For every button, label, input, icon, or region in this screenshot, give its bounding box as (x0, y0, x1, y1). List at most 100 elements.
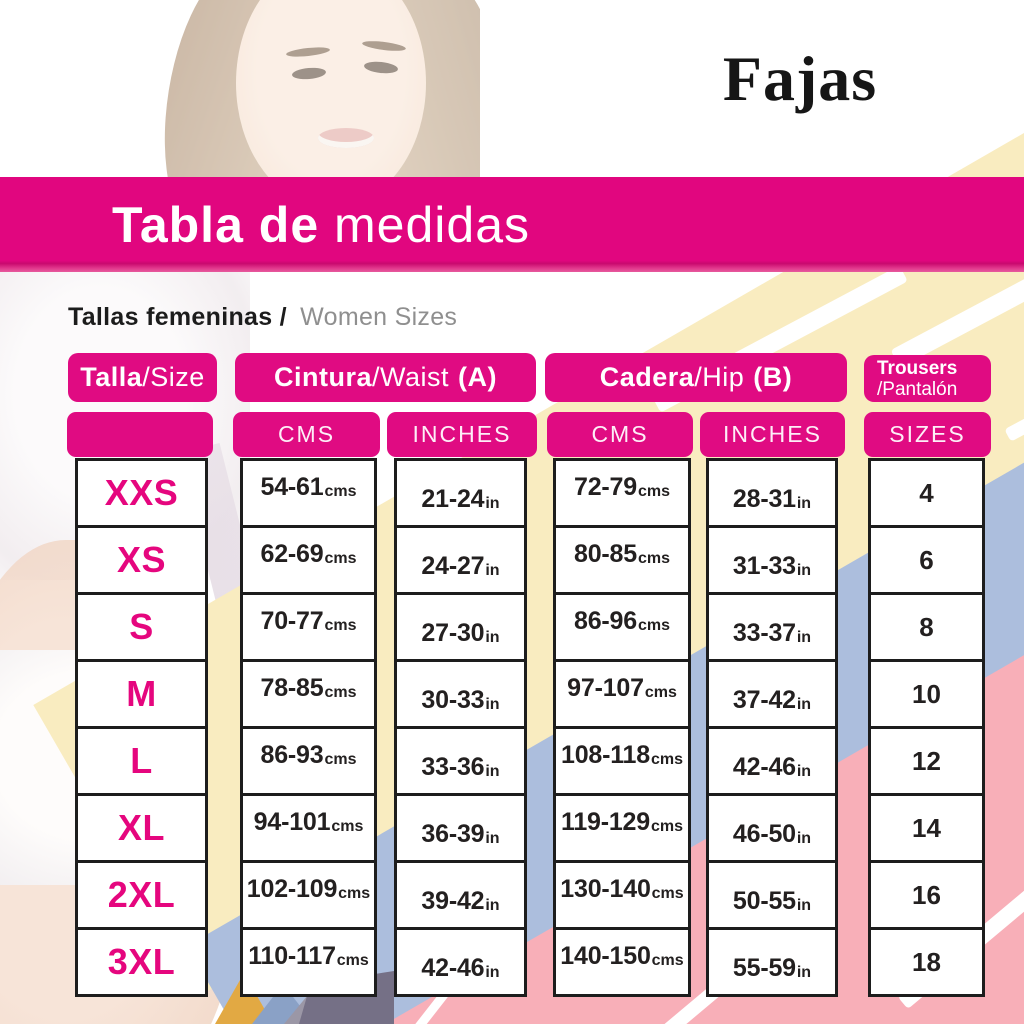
column-trouser-sizes: 4 6 8 10 12 14 16 18 (868, 458, 985, 997)
waist-inches-cell: 39-42 in (394, 863, 527, 930)
trouser-size-cell: 6 (868, 528, 985, 595)
hip-inches-cell: 37-42 in (706, 662, 838, 729)
hip-inches-cell: 46-50 in (706, 796, 838, 863)
waist-cms-cell: 54-61 cms (240, 458, 377, 528)
header-trousers-line2: /Pantalón (877, 378, 958, 400)
hip-inches-cell: 42-46 in (706, 729, 838, 796)
waist-cms-cell: 110-117 cms (240, 930, 377, 997)
unit-cms: cms (637, 616, 670, 634)
subtitle-spanish: Tallas femeninas / (68, 303, 287, 331)
trouser-size-cell: 14 (868, 796, 985, 863)
size-label: L (130, 740, 153, 781)
header-hip: Cadera /Hip (B) (545, 353, 847, 402)
hip-cms-cell: 108-118 cms (553, 729, 691, 796)
waist-inches-cell: 21-24 in (394, 458, 527, 528)
waist-cms-cell: 78-85 cms (240, 662, 377, 729)
unit-cms: cms (324, 750, 357, 768)
hip-inches-cell: 33-37 in (706, 595, 838, 662)
header-size-bold: Talla (80, 362, 143, 392)
subheader-waist-cms: CMS (233, 412, 380, 457)
subheader-hip-cms: CMS (547, 412, 693, 457)
unit-in: in (485, 494, 500, 512)
column-waist-cms: 54-61 cms 62-69 cms 70-77 cms 78-85 cms 86-9… (240, 458, 377, 997)
hip-inches-cell: 31-33 in (706, 528, 838, 595)
size-label: 2XL (107, 874, 176, 915)
trouser-size-cell: 4 (868, 458, 985, 528)
header-hip-light: /Hip (694, 362, 745, 392)
page-title: Tabla de medidas (112, 197, 530, 253)
hip-inches-cell: 50-55 in (706, 863, 838, 930)
page-title-bold: Tabla de (112, 197, 320, 253)
column-size: XXS XS S M L XL 2XL 3XL (75, 458, 208, 997)
unit-cms: cms (637, 482, 670, 500)
hip-cms-cell: 140-150 cms (553, 930, 691, 997)
column-hip-cms: 72-79 cms 80-85 cms 86-96 cms 97-107 cms 108… (553, 458, 691, 997)
page-title-light: medidas (334, 197, 531, 253)
size-label: 3XL (107, 941, 176, 982)
waist-inches-cell: 24-27 in (394, 528, 527, 595)
hip-cms-cell: 97-107 cms (553, 662, 691, 729)
waist-cms-cell: 62-69 cms (240, 528, 377, 595)
header-size-light: /Size (142, 362, 205, 392)
hip-inches-cell: 55-59 in (706, 930, 838, 997)
hip-cms-cell: 119-129 cms (553, 796, 691, 863)
unit-in: in (485, 963, 500, 981)
size-label: S (129, 606, 154, 647)
model-photo-face (140, 0, 480, 178)
unit-in: in (485, 896, 500, 914)
size-cell: L (75, 729, 208, 796)
unit-in: in (485, 561, 500, 579)
header-waist-bold: Cintura (274, 362, 372, 392)
unit-in: in (485, 695, 500, 713)
unit-in: in (796, 695, 812, 713)
subheader-waist-inches: INCHES (387, 412, 537, 457)
unit-cms: cms (650, 750, 683, 768)
header-waist-light: /Waist (372, 362, 449, 392)
unit-in: in (796, 628, 812, 646)
header-trousers: Trousers /Pantalón (864, 355, 991, 402)
waist-cms-cell: 86-93 cms (240, 729, 377, 796)
trouser-size-cell: 12 (868, 729, 985, 796)
unit-in: in (485, 762, 500, 780)
brand-logo: Fajas (722, 43, 878, 114)
size-cell: S (75, 595, 208, 662)
unit-in: in (485, 628, 500, 646)
hip-cms-cell: 80-85 cms (553, 528, 691, 595)
size-cell: XL (75, 796, 208, 863)
header-trousers-line1: Trousers (877, 357, 958, 379)
column-hip-inches: 28-31 in 31-33 in 33-37 in 37-42 in 42-46 in … (706, 458, 838, 997)
unit-in: in (796, 494, 812, 512)
waist-cms-cell: 102-109 cms (240, 863, 377, 930)
unit-cms: cms (651, 951, 684, 969)
waist-cms-cell: 94-101 cms (240, 796, 377, 863)
title-banner: Tabla de medidas (0, 177, 1024, 272)
size-label: M (126, 673, 157, 714)
unit-cms: cms (324, 683, 357, 701)
size-label: XS (116, 539, 167, 580)
unit-in: in (796, 762, 812, 780)
size-cell: XXS (75, 458, 208, 528)
header-hip-bold: Cadera (599, 362, 695, 392)
face-shape (236, 0, 426, 178)
subheader-trouser-sizes: SIZES (864, 412, 991, 457)
unit-cms: cms (651, 884, 684, 902)
unit-in: in (796, 561, 812, 579)
size-label: XL (117, 807, 165, 848)
header-hip-tag: (B) (753, 362, 793, 392)
trouser-size-cell: 10 (868, 662, 985, 729)
subheader-blank (67, 412, 213, 457)
waist-inches-cell: 36-39 in (394, 796, 527, 863)
unit-cms: cms (324, 549, 357, 567)
unit-in: in (796, 829, 812, 847)
header-waist-tag: (A) (458, 362, 497, 392)
size-cell: 2XL (75, 863, 208, 930)
unit-cms: cms (338, 884, 371, 902)
size-cell: XS (75, 528, 208, 595)
waist-inches-cell: 27-30 in (394, 595, 527, 662)
unit-cms: cms (650, 817, 683, 835)
waist-inches-cell: 30-33 in (394, 662, 527, 729)
hip-inches-cell: 28-31 in (706, 458, 838, 528)
trouser-size-cell: 18 (868, 930, 985, 997)
waist-inches-cell: 33-36 in (394, 729, 527, 796)
